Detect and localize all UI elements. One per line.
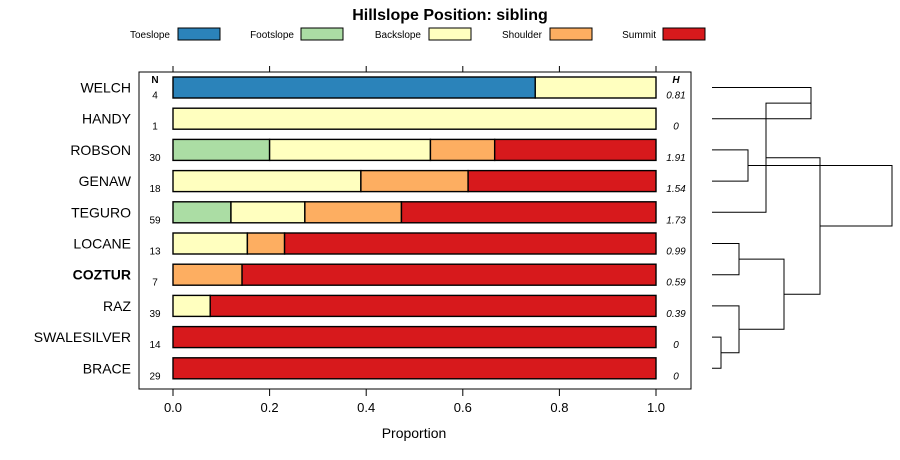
chart-title: Hillslope Position: sibling: [352, 7, 548, 24]
bar-segment-shoulder: [429, 138, 496, 162]
n-value: 7: [152, 278, 158, 289]
row-welch: WELCH 4 0.81: [80, 76, 686, 102]
dendrogram: [712, 87, 893, 369]
x-tick-label: 0.4: [357, 400, 375, 415]
row-label: BRACE: [83, 360, 131, 376]
row-raz: RAZ 39 0.39: [103, 294, 686, 320]
row-coztur: COZTUR 7 0.59: [73, 263, 686, 289]
row-label: WELCH: [80, 80, 131, 96]
h-value: 0.39: [666, 309, 686, 320]
row-label: LOCANE: [73, 236, 131, 252]
h-value: 0: [673, 340, 679, 351]
h-value: 0.99: [666, 247, 686, 258]
bar-segment-toeslope: [172, 76, 536, 99]
plot-panel: [138, 71, 692, 390]
n-value: 4: [152, 91, 158, 102]
bar-segment-summit: [493, 138, 657, 162]
n-value: 14: [149, 340, 161, 351]
x-tick-label: 0.0: [164, 400, 182, 415]
bar-segment-summit: [172, 357, 657, 380]
bar-segment-summit: [241, 263, 657, 286]
h-value: 1.73: [666, 215, 686, 226]
n-value: 1: [152, 122, 158, 133]
legend-swatch-footslope: [300, 27, 344, 41]
bar-segment-footslope: [172, 138, 271, 162]
n-value: 59: [149, 215, 161, 226]
legend-label-shoulder: Shoulder: [502, 30, 543, 41]
legend-label-summit: Summit: [622, 30, 656, 41]
row-label: SWALESILVER: [34, 329, 131, 345]
bar-segment-shoulder: [360, 169, 469, 193]
legend-label-backslope: Backslope: [375, 30, 422, 41]
bar-segment-footslope: [172, 201, 232, 224]
bar-segment-backslope: [172, 107, 657, 130]
h-value: 0: [673, 371, 679, 382]
bar-segment-summit: [467, 169, 657, 193]
dendrogram-branch: [748, 165, 893, 227]
n-header: N: [151, 75, 158, 86]
n-value: 13: [149, 247, 161, 258]
n-value: 39: [149, 309, 161, 320]
dendrogram-branch: [712, 243, 740, 276]
h-header: H: [672, 75, 680, 86]
legend-swatch-toeslope: [177, 27, 221, 41]
row-robson: ROBSON 30 1.91: [70, 138, 686, 164]
row-label: RAZ: [103, 298, 131, 314]
legend-swatch-backslope: [428, 27, 472, 41]
bar-segment-shoulder: [304, 201, 403, 224]
row-label: HANDY: [82, 111, 132, 127]
bar-segment-summit: [283, 232, 657, 255]
legend-swatch-shoulder: [549, 27, 593, 41]
row-label: ROBSON: [70, 142, 131, 158]
bar-segment-summit: [400, 201, 657, 224]
bar-segment-backslope: [172, 232, 249, 255]
h-value: 0.81: [666, 91, 685, 102]
bar-segment-shoulder: [246, 232, 286, 255]
h-value: 0.59: [666, 278, 686, 289]
x-tick-label: 0.8: [550, 400, 568, 415]
bar-segment-backslope: [534, 76, 657, 99]
row-handy: HANDY 1 0: [82, 107, 679, 133]
row-brace: BRACE 29 0: [83, 357, 679, 382]
n-value: 30: [149, 153, 161, 164]
bar-segment-backslope: [230, 201, 306, 224]
dendrogram-branch: [712, 149, 749, 182]
legend: Toeslope Footslope Backslope Shoulder Summit: [130, 27, 706, 41]
legend-label-toeslope: Toeslope: [130, 30, 170, 41]
bar-rows: WELCH 4 0.81 HANDY 1 0 ROBSON 30 1.91 GENAW 18 1.54…: [34, 76, 686, 382]
row-label: COZTUR: [73, 267, 131, 283]
legend-label-footslope: Footslope: [250, 30, 294, 41]
x-tick-label: 0.2: [261, 400, 279, 415]
row-label: GENAW: [79, 173, 132, 189]
h-value: 1.54: [666, 184, 686, 195]
n-value: 18: [149, 184, 161, 195]
x-axis: 0.0 0.2 0.4 0.6 0.8 1.0: [164, 66, 665, 415]
bar-segment-summit: [172, 325, 657, 349]
x-axis-title: Proportion: [382, 425, 447, 441]
h-value: 0: [673, 122, 679, 133]
row-swalesilver: SWALESILVER 14 0: [34, 325, 679, 351]
bar-segment-backslope: [172, 169, 362, 193]
dendrogram-branch: [766, 157, 821, 295]
bar-segment-shoulder: [172, 263, 243, 286]
bar-segment-summit: [209, 294, 657, 318]
x-tick-label: 0.6: [454, 400, 472, 415]
x-tick-label: 1.0: [647, 400, 665, 415]
bar-segment-backslope: [172, 294, 211, 318]
row-locane: LOCANE 13 0.99: [73, 232, 686, 258]
legend-swatch-summit: [662, 27, 706, 41]
dendrogram-branch: [739, 258, 785, 330]
n-value: 29: [149, 371, 161, 382]
dendrogram-branch: [712, 305, 740, 354]
bar-segment-backslope: [268, 138, 432, 162]
row-label: TEGURO: [71, 204, 131, 220]
dendrogram-branch: [712, 336, 722, 369]
row-teguro: TEGURO 59 1.73: [71, 201, 686, 226]
row-genaw: GENAW 18 1.54: [79, 169, 686, 195]
h-value: 1.91: [666, 153, 685, 164]
